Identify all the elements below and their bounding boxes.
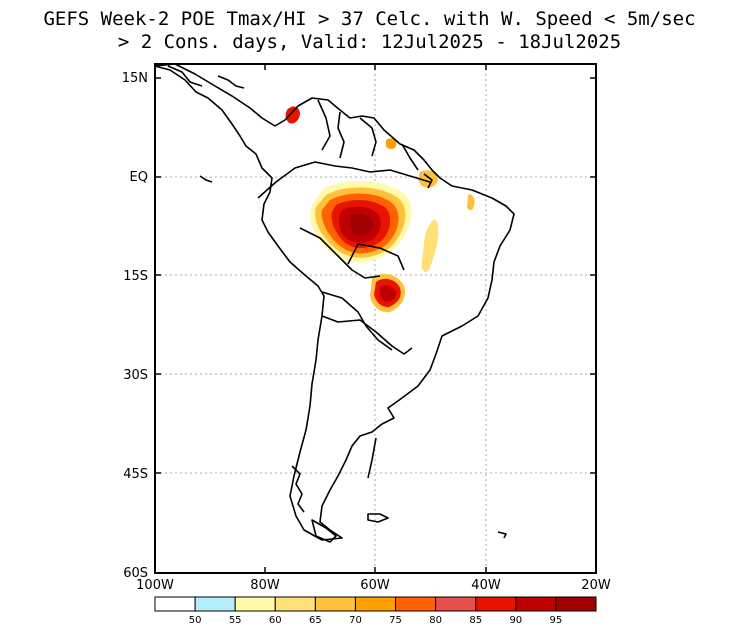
lon-label-20w: 20W [581, 578, 611, 593]
probability-shading [285, 106, 475, 313]
lat-label-eq: EQ [130, 170, 148, 185]
frame-ticks [155, 64, 596, 573]
lon-label-80w: 80W [250, 578, 280, 593]
map-title-line-2: > 2 Cons. days, Valid: 12Jul2025 - 18Jul… [117, 31, 622, 53]
colorbar-label: 65 [309, 615, 322, 626]
colorbar-label: 95 [550, 615, 563, 626]
colorbar-label: 85 [469, 615, 482, 626]
colorbar-swatch [194, 596, 236, 612]
lat-label-15s: 15S [123, 269, 148, 284]
lat-label-60s: 60S [123, 566, 148, 581]
colorbar: 50 55 60 65 70 75 80 85 90 95 [154, 596, 597, 626]
colorbar-label: 60 [269, 615, 282, 626]
colorbar-swatch [515, 596, 557, 612]
colorbar-swatch [314, 596, 356, 612]
colorbar-swatch [555, 596, 597, 612]
colorbar-label: 55 [229, 615, 242, 626]
lon-label-60w: 60W [360, 578, 390, 593]
coastlines [155, 64, 515, 543]
lat-label-45s: 45S [123, 467, 148, 482]
colorbar-swatch [234, 596, 276, 612]
lon-label-40w: 40W [471, 578, 501, 593]
colorbar-swatch [274, 596, 316, 612]
lat-label-15n: 15N [122, 71, 148, 86]
map-title-line-1: GEFS Week-2 POE Tmax/HI > 37 Celc. with … [43, 8, 696, 30]
colorbar-swatch [475, 596, 517, 612]
colorbar-label: 70 [349, 615, 362, 626]
colorbar-label: 50 [189, 615, 202, 626]
colorbar-swatch [354, 596, 397, 612]
colorbar-label: 75 [389, 615, 402, 626]
lat-label-30s: 30S [123, 368, 148, 383]
gridlines [155, 64, 596, 573]
colorbar-swatch [435, 596, 477, 612]
colorbar-swatch [395, 596, 437, 612]
colorbar-swatch [154, 596, 196, 612]
colorbar-label: 90 [509, 615, 522, 626]
lon-label-100w: 100W [136, 578, 174, 593]
colorbar-label: 80 [429, 615, 442, 626]
